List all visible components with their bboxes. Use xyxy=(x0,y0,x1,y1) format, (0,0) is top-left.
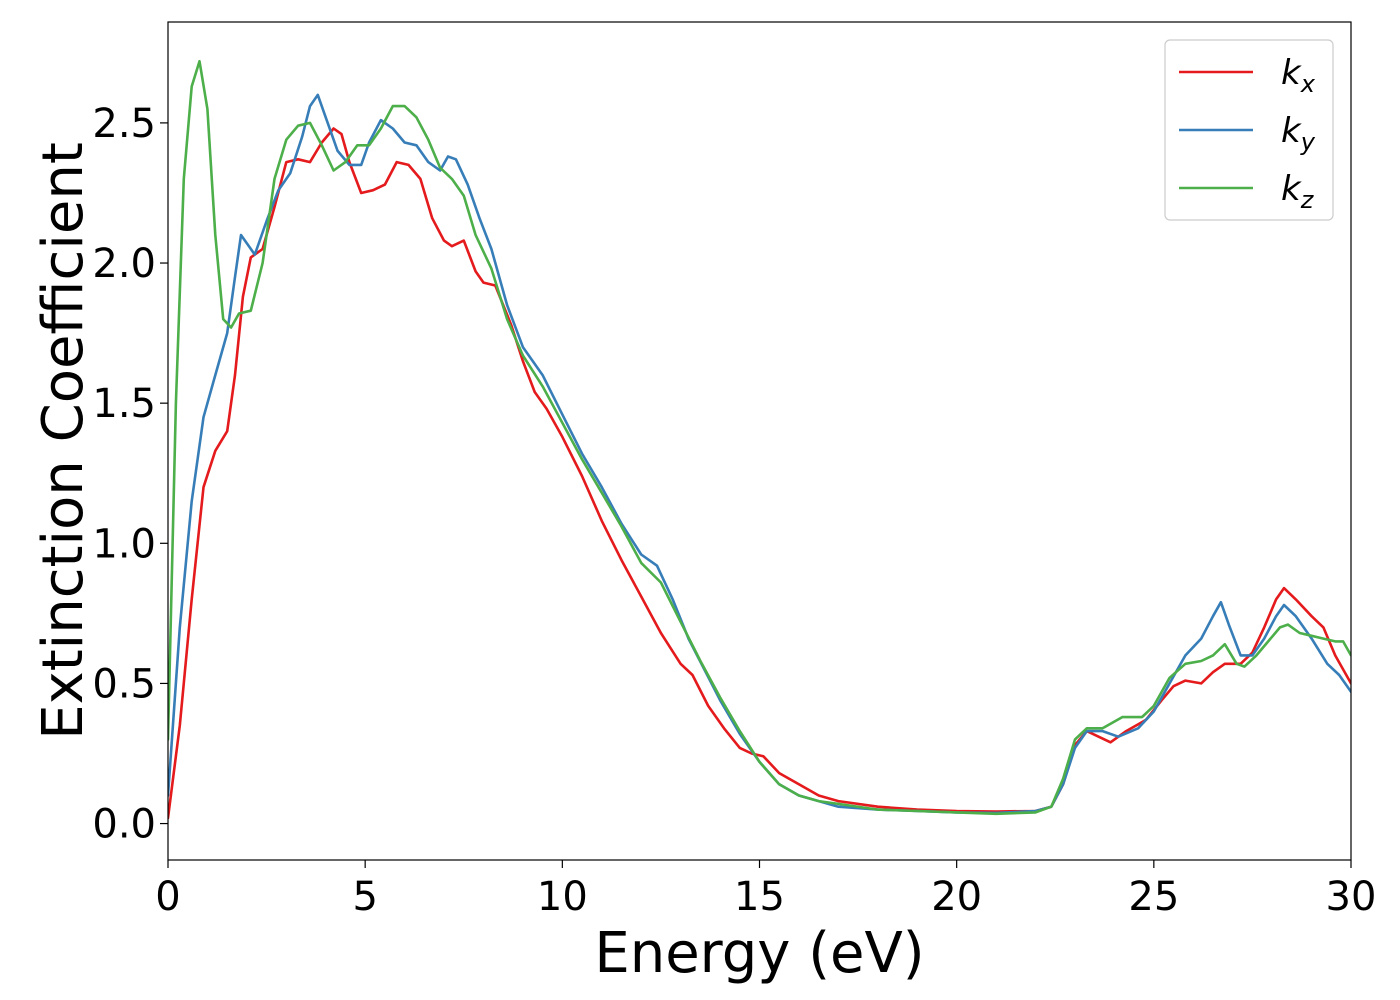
x-tick-label: 0 xyxy=(155,874,180,920)
series-layer xyxy=(168,59,1351,820)
y-tick-label: 2.5 xyxy=(92,101,156,147)
legend-label-z: kz xyxy=(1281,169,1315,214)
y-tick-label: 1.0 xyxy=(92,521,156,567)
legend: kx ky kz xyxy=(1164,39,1334,221)
x-axis-label: Energy (eV) xyxy=(594,921,924,986)
series-line-z xyxy=(168,59,1351,816)
x-tick-label: 5 xyxy=(352,874,377,920)
series-line-y xyxy=(168,93,1351,815)
x-tick-label: 30 xyxy=(1326,874,1377,920)
y-axis-ticks: 0.0 0.5 1.0 1.5 2.0 2.5 xyxy=(92,101,168,848)
y-axis-label: Extinction Coefficient xyxy=(31,142,96,740)
y-tick-label: 0.0 xyxy=(92,802,156,848)
x-tick-label: 15 xyxy=(734,874,785,920)
x-tick-label: 20 xyxy=(931,874,982,920)
y-tick-label: 2.0 xyxy=(92,241,156,287)
x-tick-label: 10 xyxy=(537,874,588,920)
y-tick-label: 1.5 xyxy=(92,381,156,427)
x-tick-label: 25 xyxy=(1128,874,1179,920)
legend-label-x: kx xyxy=(1281,53,1316,98)
x-axis-ticks: 0 5 10 15 20 25 30 xyxy=(155,860,1376,920)
series-line-x xyxy=(168,127,1351,820)
legend-label-y: ky xyxy=(1281,111,1316,156)
y-tick-label: 0.5 xyxy=(92,661,156,707)
